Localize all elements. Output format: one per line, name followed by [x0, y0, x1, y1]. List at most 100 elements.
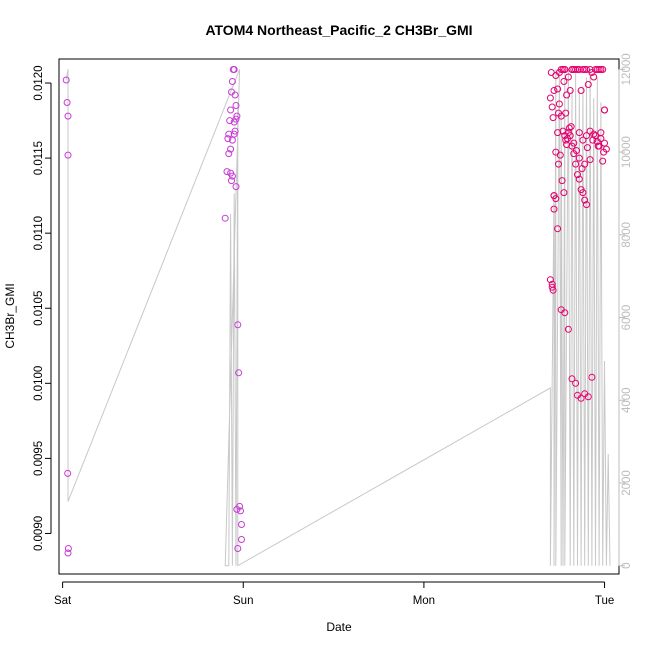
data-point	[574, 171, 581, 179]
y-axis-left: 0.0090 0.0095 0.0100 0.0105 0.0110 0.0115 0.01…	[33, 65, 52, 551]
data-point	[231, 91, 239, 99]
data-point	[564, 73, 572, 81]
data-point	[565, 124, 573, 132]
data-point	[575, 154, 583, 162]
data-point	[601, 139, 608, 147]
data-point	[586, 156, 594, 164]
data-point	[555, 160, 562, 168]
data-point	[238, 521, 245, 528]
data-point	[232, 183, 240, 191]
data-point	[64, 112, 72, 120]
data-point	[583, 132, 590, 140]
data-point	[577, 394, 585, 402]
data-point	[566, 87, 574, 94]
data-point	[560, 78, 568, 85]
x-tick-label: Tue	[595, 595, 614, 607]
data-point	[231, 127, 239, 135]
data-point	[597, 129, 605, 137]
data-point	[588, 373, 596, 381]
y-left-tick-label: 0.0090	[33, 516, 45, 551]
data-point	[599, 66, 607, 73]
data-point	[579, 189, 587, 197]
data-point	[235, 369, 243, 377]
y-right-tick-label: 6000	[621, 305, 633, 331]
data-point	[230, 118, 238, 126]
data-point	[601, 106, 608, 114]
data-point	[590, 73, 598, 81]
y-axis-label: CH3Br_GMI	[3, 283, 17, 348]
y-right-tick-label: 0	[621, 563, 633, 569]
y-left-tick-label: 0.0100	[33, 366, 45, 401]
x-axis-label: Date	[326, 620, 352, 634]
data-point	[600, 148, 608, 156]
data-point	[64, 151, 72, 159]
data-point	[228, 78, 236, 85]
y-right-tick-label: 8000	[621, 222, 633, 248]
data-point	[554, 225, 562, 233]
x-axis: Sat Sun Mon Tue	[54, 581, 614, 607]
data-point	[568, 375, 576, 383]
plot-frame	[58, 58, 620, 575]
y-left-tick-label: 0.0110	[33, 216, 45, 250]
x-tick-label: Sat	[54, 595, 72, 607]
y-left-tick-label: 0.0105	[33, 291, 45, 326]
data-point	[237, 507, 244, 515]
data-point	[238, 536, 245, 543]
data-point	[594, 142, 602, 150]
data-point	[567, 123, 575, 131]
data-point	[234, 545, 242, 552]
data-point	[64, 469, 72, 477]
data-point	[227, 145, 235, 153]
data-point	[548, 283, 556, 291]
data-point	[555, 100, 563, 108]
data-point	[221, 214, 229, 222]
data-point	[230, 130, 238, 138]
data-point	[583, 66, 590, 73]
data-point	[62, 76, 70, 84]
y-right-tick-label: 2000	[621, 470, 633, 496]
data-point	[549, 286, 557, 294]
data-point	[552, 72, 560, 79]
data-point	[560, 189, 568, 197]
data-point	[233, 112, 241, 120]
data-point	[579, 136, 587, 144]
x-tick-label: Sun	[233, 595, 253, 607]
data-point	[230, 66, 238, 73]
data-point	[63, 99, 71, 106]
data-point	[575, 175, 583, 183]
data-point	[561, 66, 569, 73]
data-point	[548, 103, 556, 111]
data-point	[575, 66, 583, 73]
y-right-tick-label: 10000	[621, 136, 633, 168]
y-right-tick-label: 12000	[621, 53, 633, 85]
data-point	[581, 196, 589, 204]
data-point	[581, 160, 589, 168]
data-point	[550, 87, 558, 94]
data-point	[592, 132, 599, 140]
data-point	[552, 195, 560, 203]
data-point	[561, 309, 569, 317]
x-tick-label: Mon	[413, 595, 435, 607]
data-point	[226, 117, 234, 125]
data-point	[583, 144, 591, 152]
y-left-tick-label: 0.0095	[33, 441, 45, 476]
plot-area	[62, 66, 611, 567]
data-point	[225, 150, 233, 158]
data-point	[232, 102, 240, 109]
data-point	[566, 132, 574, 140]
data-point	[234, 321, 242, 329]
data-point	[599, 157, 607, 165]
data-point	[223, 168, 231, 176]
data-point	[584, 393, 592, 401]
data-point	[562, 136, 570, 144]
data-point	[546, 276, 554, 284]
data-point	[225, 130, 233, 138]
data-point	[546, 94, 554, 102]
data-point	[558, 177, 566, 185]
data-point	[233, 505, 241, 513]
data-point	[228, 172, 236, 180]
data-point	[556, 151, 564, 159]
data-point	[577, 87, 585, 94]
altitude-line	[65, 69, 611, 567]
